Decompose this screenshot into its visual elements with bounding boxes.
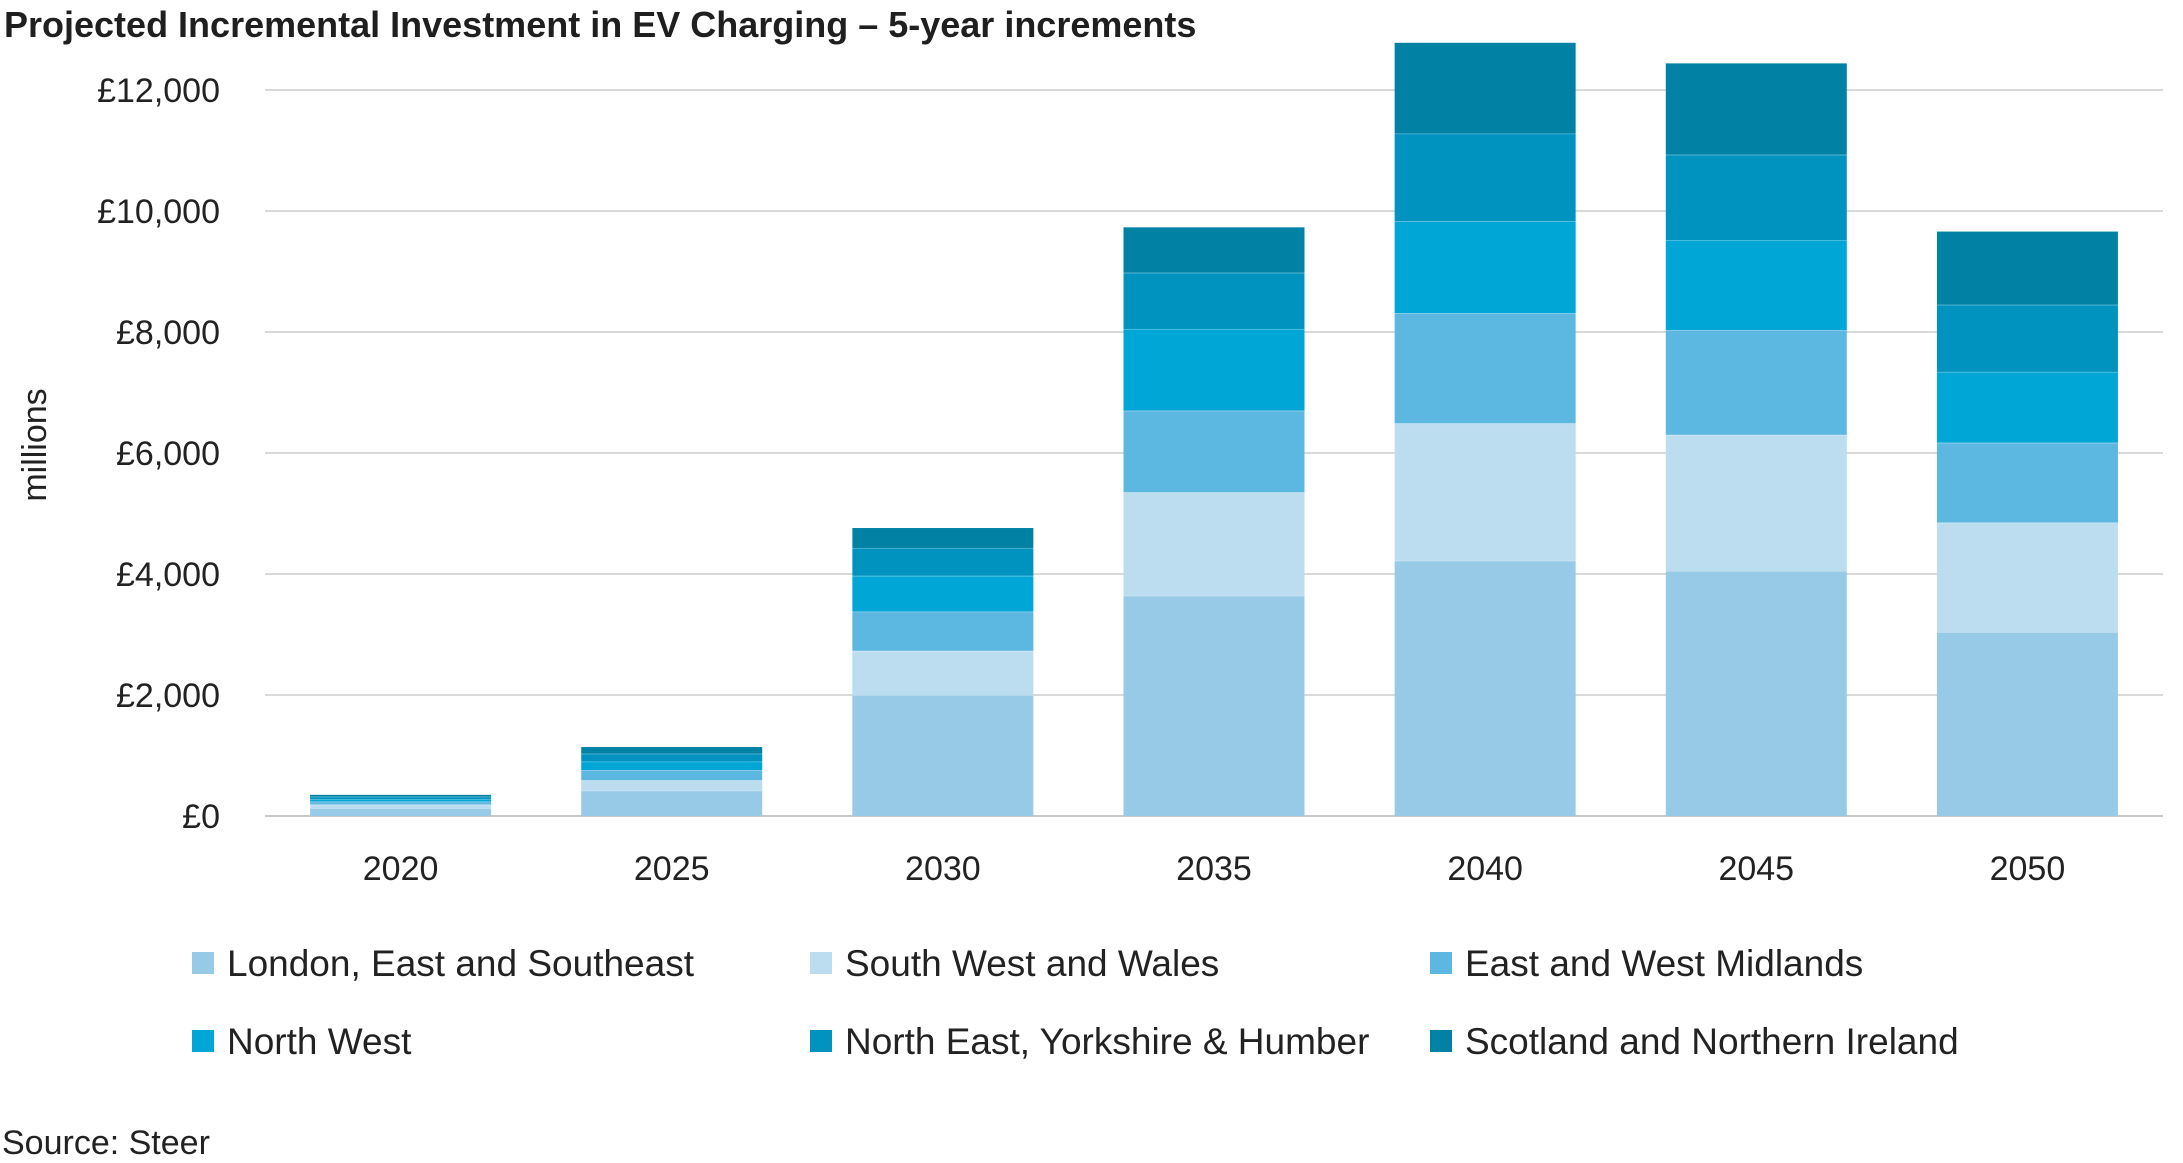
- x-tick-label: 2020: [363, 850, 439, 888]
- chart-title: Projected Incremental Investment in EV C…: [4, 4, 1197, 45]
- legend-swatch: [192, 952, 214, 974]
- legend-label: South West and Wales: [845, 943, 1219, 984]
- legend-swatch: [1430, 952, 1452, 974]
- bar-segment: [852, 611, 1034, 651]
- bar-segment: [852, 528, 1034, 548]
- legend-label: London, East and Southeast: [227, 943, 695, 984]
- bar-segment: [581, 780, 763, 791]
- legend: London, East and Southeast South West and…: [192, 943, 1959, 1062]
- bar-segment: [1123, 227, 1305, 273]
- y-tick-label: £0: [182, 798, 220, 836]
- bar-segment: [1394, 560, 1576, 816]
- legend-swatch: [810, 952, 832, 974]
- y-tick-label: £8,000: [116, 314, 220, 352]
- bar-segment: [1665, 570, 1847, 816]
- bar-segment: [852, 575, 1034, 612]
- bar-segment: [1394, 221, 1576, 314]
- bar-segment: [310, 796, 492, 800]
- bar-segment: [310, 808, 492, 816]
- y-tick-label: £4,000: [116, 556, 220, 594]
- y-tick-label: £6,000: [116, 435, 220, 473]
- bar-segment: [310, 794, 492, 797]
- bar-segment: [581, 761, 763, 771]
- bar-segment: [1123, 272, 1305, 329]
- y-tick-label: £10,000: [97, 193, 220, 231]
- x-axis: 2020 2025 2030 2035 2040 2045 2050: [363, 850, 2065, 888]
- bar-segment: [310, 799, 492, 802]
- bar-segment: [581, 790, 763, 816]
- bars: [310, 42, 2118, 816]
- bar-segment: [1394, 133, 1576, 222]
- bar-segment: [852, 547, 1034, 576]
- x-tick-label: 2045: [1718, 850, 1794, 888]
- x-tick-label: 2025: [634, 850, 710, 888]
- y-tick-label: £12,000: [97, 72, 220, 110]
- bar-segment: [1665, 63, 1847, 155]
- x-tick-label: 2040: [1447, 850, 1523, 888]
- legend-label: North West: [227, 1021, 412, 1062]
- bar-segment: [1936, 371, 2118, 443]
- y-axis-title: millions: [16, 388, 54, 501]
- y-axis: £0 £2,000 £4,000 £6,000 £8,000 £10,000 £12,000: [97, 72, 220, 836]
- bar-segment: [1394, 42, 1576, 134]
- bar-segment: [1665, 240, 1847, 331]
- bar-segment: [1936, 442, 2118, 523]
- x-tick-label: 2030: [905, 850, 981, 888]
- legend-swatch: [192, 1030, 214, 1052]
- source-note: Source: Steer: [2, 1124, 210, 1162]
- legend-swatch: [810, 1030, 832, 1052]
- bar-segment: [1123, 328, 1305, 411]
- bar-segment: [1123, 492, 1305, 596]
- bar-segment: [310, 804, 492, 809]
- bar-segment: [1394, 423, 1576, 561]
- bar-segment: [1665, 154, 1847, 241]
- bar-segment: [852, 695, 1034, 816]
- bar-segment: [1936, 522, 2118, 633]
- legend-label: North East, Yorkshire & Humber: [845, 1021, 1369, 1062]
- x-tick-label: 2035: [1176, 850, 1252, 888]
- y-tick-label: £2,000: [116, 677, 220, 715]
- x-tick-label: 2050: [1990, 850, 2066, 888]
- bar-segment: [1665, 330, 1847, 435]
- bar-segment: [1394, 313, 1576, 424]
- bar-segment: [1123, 410, 1305, 493]
- bar-segment: [1665, 434, 1847, 571]
- bar-segment: [581, 770, 763, 781]
- legend-label: East and West Midlands: [1465, 943, 1863, 984]
- bar-segment: [1936, 632, 2118, 816]
- bar-segment: [1936, 304, 2118, 372]
- legend-label: Scotland and Northern Ireland: [1465, 1021, 1959, 1062]
- bar-segment: [581, 753, 763, 762]
- bar-segment: [310, 801, 492, 805]
- bar-segment: [1936, 231, 2118, 305]
- legend-swatch: [1430, 1030, 1452, 1052]
- bar-segment: [852, 650, 1034, 695]
- bar-segment: [1123, 595, 1305, 816]
- bar-segment: [581, 747, 763, 754]
